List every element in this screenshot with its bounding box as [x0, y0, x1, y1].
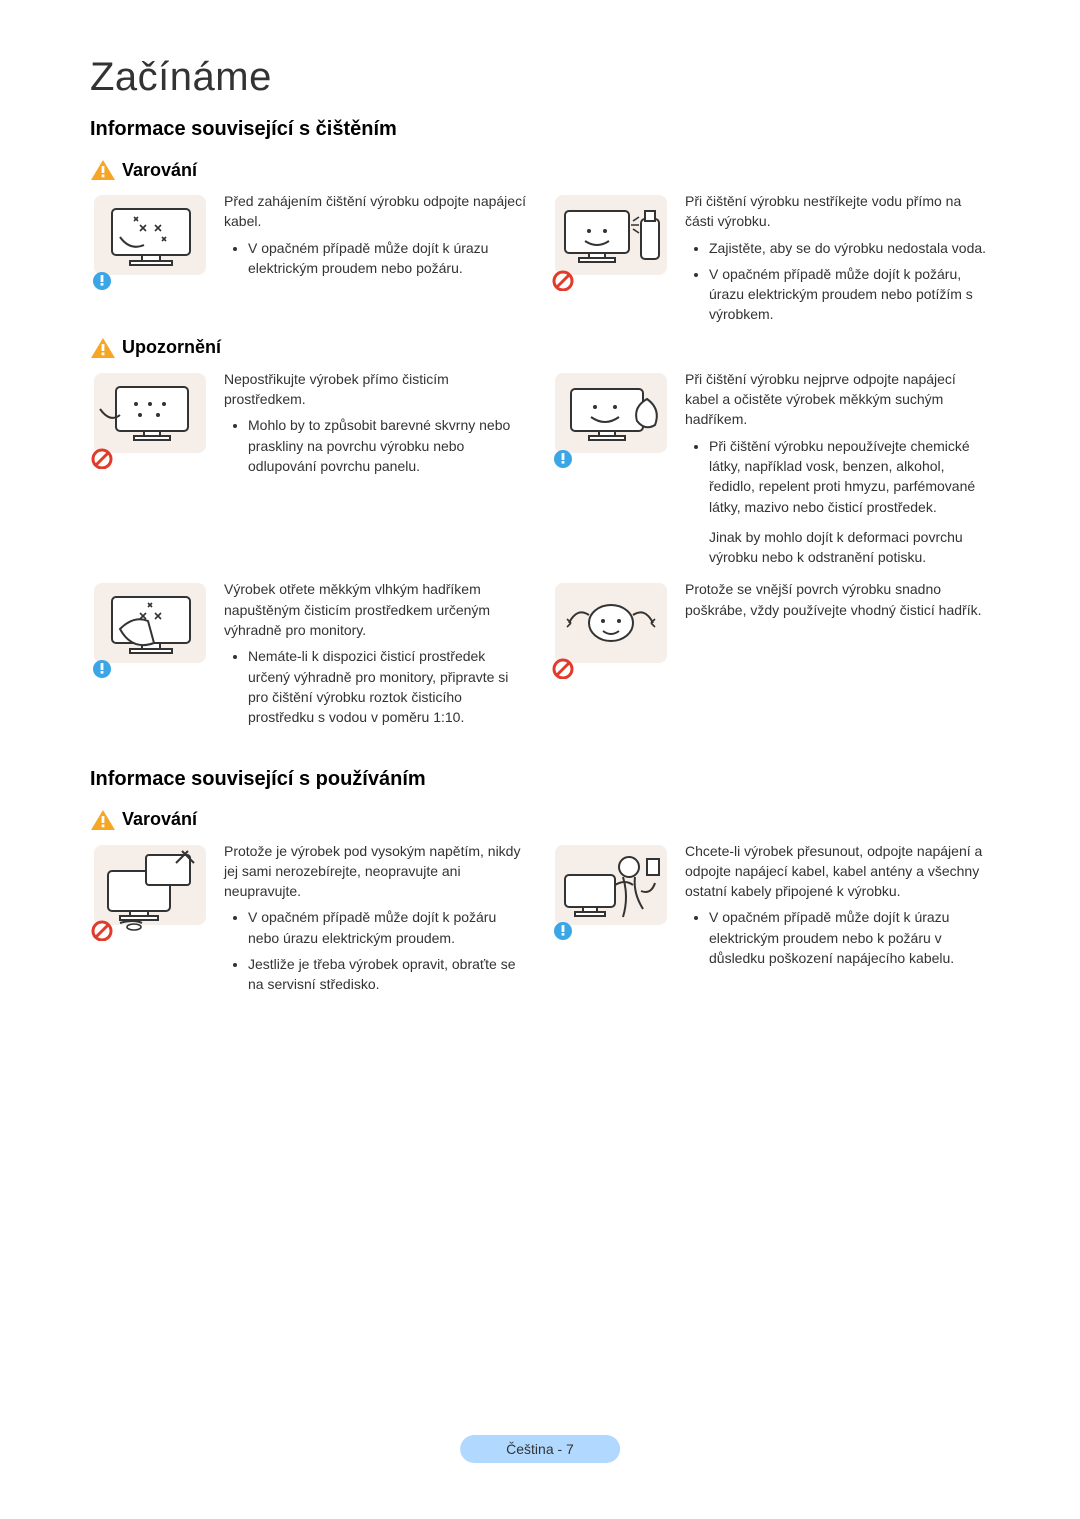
item-lead: Před zahájením čištění výrobku odpojte n…: [224, 191, 529, 232]
caution-item-4: Protože se vnější povrch výrobku snadno …: [551, 579, 990, 733]
subhead-caution: Upozornění: [90, 337, 990, 359]
item-lead: Protože je výrobek pod vysokým napětím, …: [224, 841, 529, 902]
pictogram-move-unplug-icon: [551, 841, 671, 941]
page-title: Začínáme: [90, 55, 990, 100]
item-lead: Při čištění výrobku nestříkejte vodu pří…: [685, 191, 990, 232]
section-usage-title: Informace související s používáním: [90, 768, 990, 791]
item-bullet: Při čištění výrobku nepoužívejte chemick…: [709, 436, 990, 517]
item-lead: Chcete-li výrobek přesunout, odpojte nap…: [685, 841, 990, 902]
subhead-warning-1-label: Varování: [122, 160, 197, 181]
pictogram-unplug-clean-icon: [90, 191, 210, 291]
cleaning-item-2: Při čištění výrobku nestříkejte vodu pří…: [551, 191, 990, 331]
item-bullet: V opačném případě může dojít k úrazu ele…: [248, 238, 529, 279]
usage-item-1: Protože je výrobek pod vysokým napětím, …: [90, 841, 529, 1001]
pictogram-damp-cloth-icon: [90, 579, 210, 679]
item-bullet: V opačném případě může dojít k úrazu ele…: [709, 907, 990, 968]
subhead-warning-2-label: Varování: [122, 809, 197, 830]
cleaning-item-1: Před zahájením čištění výrobku odpojte n…: [90, 191, 529, 331]
warning-triangle-icon: [90, 337, 116, 359]
pictogram-dry-cloth-icon: [551, 369, 671, 469]
caution-item-3: Výrobek otřete měkkým vlhkým hadříkem na…: [90, 579, 529, 733]
item-bullet: V opačném případě může dojít k požáru ne…: [248, 907, 529, 948]
caution-item-1: Nepostřikujte výrobek přímo čisticím pro…: [90, 369, 529, 574]
pictogram-soft-cloth-hands-icon: [551, 579, 671, 679]
usage-item-2: Chcete-li výrobek přesunout, odpojte nap…: [551, 841, 990, 1001]
item-lead: Výrobek otřete měkkým vlhkým hadříkem na…: [224, 579, 529, 640]
item-lead: Nepostřikujte výrobek přímo čisticím pro…: [224, 369, 529, 410]
page-footer: Čeština - 7: [460, 1435, 620, 1463]
warning-triangle-icon: [90, 809, 116, 831]
warning-triangle-icon: [90, 159, 116, 181]
item-extra: Jinak by mohlo dojít k deformaci povrchu…: [685, 527, 990, 568]
caution-item-2: Při čištění výrobku nejprve odpojte napá…: [551, 369, 990, 574]
item-lead: Při čištění výrobku nejprve odpojte napá…: [685, 369, 990, 430]
item-bullet: Zajistěte, aby se do výrobku nedostala v…: [709, 238, 990, 258]
section-cleaning-title: Informace související s čištěním: [90, 118, 990, 141]
subhead-warning-2: Varování: [90, 809, 990, 831]
subhead-warning-1: Varování: [90, 159, 990, 181]
item-bullet: Jestliže je třeba výrobek opravit, obrať…: [248, 954, 529, 995]
subhead-caution-label: Upozornění: [122, 337, 221, 358]
pictogram-no-disassemble-icon: [90, 841, 210, 941]
pictogram-no-spray-water-icon: [551, 191, 671, 291]
item-lead: Protože se vnější povrch výrobku snadno …: [685, 579, 990, 620]
item-bullet: Mohlo by to způsobit barevné skvrny nebo…: [248, 415, 529, 476]
item-bullet: V opačném případě může dojít k požáru, ú…: [709, 264, 990, 325]
item-bullet: Nemáte-li k dispozici čisticí prostředek…: [248, 646, 529, 727]
pictogram-no-spray-chemical-icon: [90, 369, 210, 469]
